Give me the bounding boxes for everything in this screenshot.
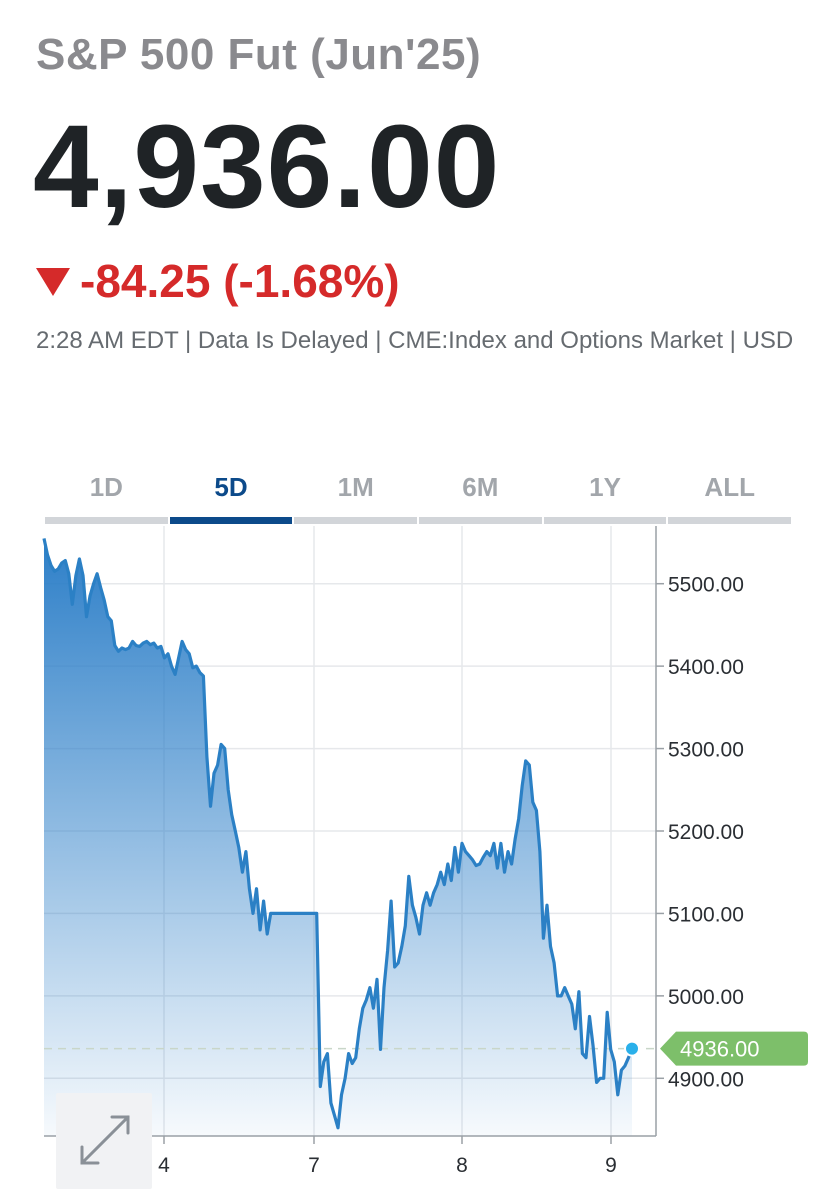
last-price-dot <box>624 1040 640 1057</box>
last-price-badge: 4936.00 <box>660 1031 808 1066</box>
y-tick-label: 5200.00 <box>668 821 744 844</box>
y-tick-label: 5100.00 <box>668 903 744 926</box>
x-tick-label: 7 <box>308 1154 320 1177</box>
price-area <box>44 538 632 1136</box>
price-change-text: -84.25 (-1.68%) <box>80 255 400 307</box>
price-line <box>42 538 634 1130</box>
quote-meta: 2:28 AM EDT | Data Is Delayed | CME:Inde… <box>36 327 794 354</box>
last-price: 4,936.00 <box>33 101 501 233</box>
expand-button[interactable] <box>56 1093 152 1189</box>
price-change: -84.25 (-1.68%) <box>36 254 400 308</box>
y-tick-label: 5500.00 <box>668 574 744 597</box>
y-tick-label: 5400.00 <box>668 656 744 679</box>
last-price-badge-text: 4936.00 <box>680 1037 760 1062</box>
y-tick-label: 4900.00 <box>668 1068 744 1091</box>
x-tick-label: 8 <box>456 1154 468 1177</box>
triangle-down-icon <box>36 268 70 296</box>
tab-1m[interactable]: 1M <box>293 462 418 524</box>
expand-arrows-icon <box>80 1115 130 1165</box>
y-tick-label: 5300.00 <box>668 739 744 762</box>
y-tick-label: 5000.00 <box>668 986 744 1009</box>
tab-6m[interactable]: 6M <box>418 462 543 524</box>
tab-5d[interactable]: 5D <box>169 462 294 524</box>
x-tick-label: 4 <box>158 1154 170 1177</box>
x-tick-label: 9 <box>605 1154 617 1177</box>
range-tabs: 1D 5D 1M 6M 1Y ALL <box>44 462 792 524</box>
instrument-title: S&P 500 Fut (Jun'25) <box>36 30 482 79</box>
tab-1y[interactable]: 1Y <box>543 462 668 524</box>
price-chart: 4900.00 5000.00 5100.00 5200.00 5300.00 5400.… <box>42 526 808 1177</box>
tab-all[interactable]: ALL <box>667 462 792 524</box>
tab-1d[interactable]: 1D <box>44 462 169 524</box>
